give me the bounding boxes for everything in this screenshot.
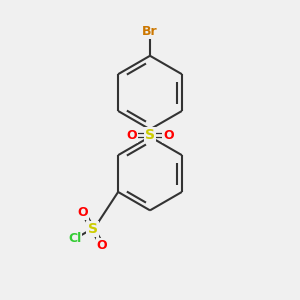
Text: O: O [126, 129, 137, 142]
Text: S: S [88, 222, 98, 236]
Text: Cl: Cl [68, 232, 81, 245]
Text: O: O [78, 206, 88, 218]
Text: O: O [163, 129, 174, 142]
Text: S: S [145, 128, 155, 142]
Text: Br: Br [142, 25, 158, 38]
Text: O: O [97, 239, 107, 252]
